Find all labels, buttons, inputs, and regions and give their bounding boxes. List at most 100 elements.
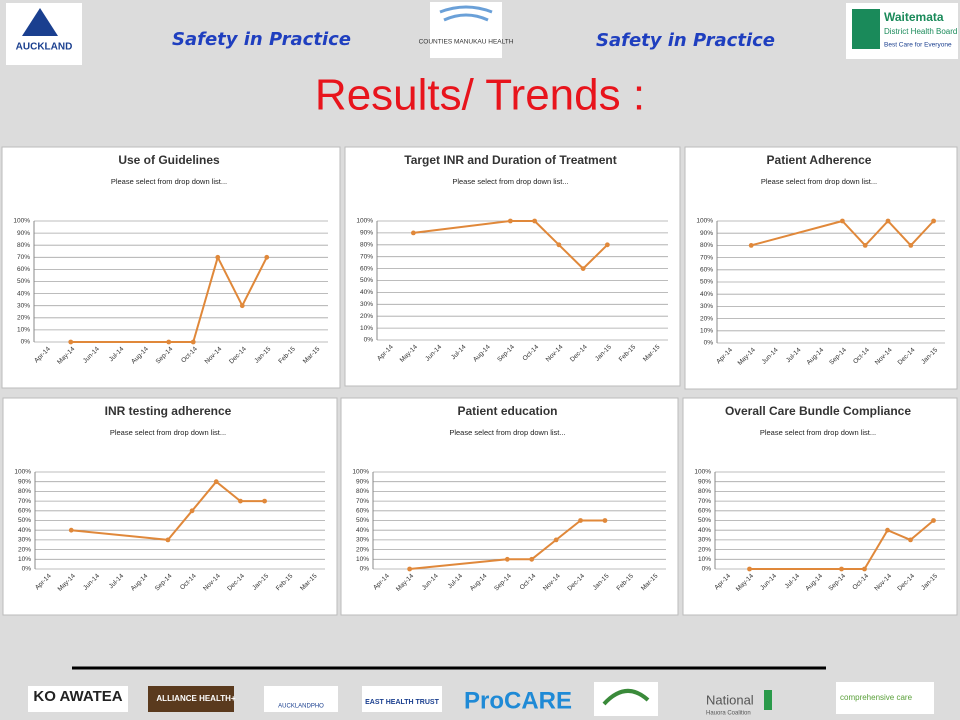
point [507,218,513,224]
y-tick-label: 20% [698,546,711,553]
y-tick-label: 80% [18,488,31,495]
line-segment [582,244,609,270]
y-tick-label: 40% [700,291,713,298]
line-segment [191,481,218,512]
point [604,242,610,248]
logo-text: KO AWATEA [33,688,122,705]
y-tick-label: 70% [700,254,713,261]
point [602,518,608,523]
chart-subtitle: Please select from drop down list... [761,177,877,186]
logo-shape [439,5,493,22]
chart-subtitle: Please select from drop down list... [452,177,568,186]
logo-text: National [706,692,754,707]
logo-text: ProCARE [464,687,572,714]
y-tick-label: 100% [356,218,373,225]
point [862,566,867,572]
y-tick-label: 50% [698,517,711,524]
logo-box [28,686,128,712]
chart-panel [1,146,341,389]
y-tick-label: 90% [698,478,711,485]
chart-title: Overall Care Bundle Compliance [725,404,911,418]
slide-title: Results/ Trends : [315,71,645,120]
y-tick-label: 80% [356,488,369,495]
y-tick-label: 30% [356,537,369,544]
y-tick-label: 100% [696,218,713,225]
point [840,218,845,224]
y-tick-label: 20% [18,546,31,553]
chart-title: Patient Adherence [767,153,872,167]
logo-shape [764,690,772,710]
line-segment [887,220,912,247]
point [578,518,583,523]
logo-text: comprehensive care [840,693,913,702]
point [931,218,936,224]
line-segment [167,510,193,541]
y-tick-label: 20% [700,315,713,322]
logo-box [148,686,234,712]
charts: Use of Guidelines Please select from drop… [1,146,958,616]
line-segment [750,220,843,247]
line-segment [864,220,889,247]
point [885,218,891,224]
point [262,498,267,504]
chart-subtitle: Please select from drop down list... [110,428,226,437]
point [238,498,243,504]
y-tick-label: 60% [356,508,369,515]
y-tick-label: 40% [360,289,373,296]
logo-shape [852,9,880,49]
point [410,230,416,236]
y-tick-label: 50% [356,517,369,524]
logo-text: District Health Board [884,27,957,36]
y-tick-label: 30% [17,302,30,309]
y-tick-label: 10% [17,327,30,334]
y-tick-label: 40% [18,527,31,534]
y-tick-label: 100% [13,218,30,225]
y-tick-label: 60% [698,508,711,515]
y-tick-label: 0% [364,337,374,344]
y-tick-label: 10% [18,556,31,563]
y-tick-label: 50% [360,277,373,284]
line-segment [533,220,560,246]
line-segment [409,558,508,570]
y-tick-label: 30% [698,537,711,544]
logo-text: COUNTIES MANUKAU HEALTH [419,39,514,46]
y-tick-label: 20% [17,315,30,322]
chart-subtitle: Please select from drop down list... [760,428,876,437]
y-tick-label: 60% [360,265,373,272]
y-tick-label: 40% [17,290,30,297]
y-tick-label: 70% [698,498,711,505]
point [839,566,844,572]
point [862,243,868,248]
chart-subtitle: Please select from drop down list... [111,177,227,186]
logo-box [264,686,338,712]
y-tick-label: 30% [360,301,373,308]
y-tick-label: 60% [17,266,30,273]
line-segment [910,220,935,247]
y-tick-label: 10% [698,556,711,563]
y-tick-label: 20% [356,546,369,553]
line-segment [241,256,268,307]
point [747,566,752,572]
y-tick-label: 50% [18,517,31,524]
line-segment [216,256,244,307]
point [189,508,195,514]
y-tick-label: 80% [360,242,373,249]
y-tick-label: 90% [18,478,31,485]
tagline: Safety in Practice [172,29,351,50]
y-tick-label: 10% [700,328,713,335]
point [532,218,538,224]
logo-text: Best Care for Everyone [884,42,952,49]
point [264,254,270,260]
point [580,266,586,271]
chart-panel [2,397,338,616]
chart-title: Patient education [457,404,557,418]
logo-text: ALLIANCE HEALTH+ [156,694,236,703]
y-tick-label: 20% [360,313,373,320]
y-tick-label: 0% [22,566,32,573]
point [165,537,171,543]
point [68,339,74,345]
chart-panel [682,397,958,616]
line-segment [863,529,889,570]
y-tick-label: 100% [352,469,369,476]
